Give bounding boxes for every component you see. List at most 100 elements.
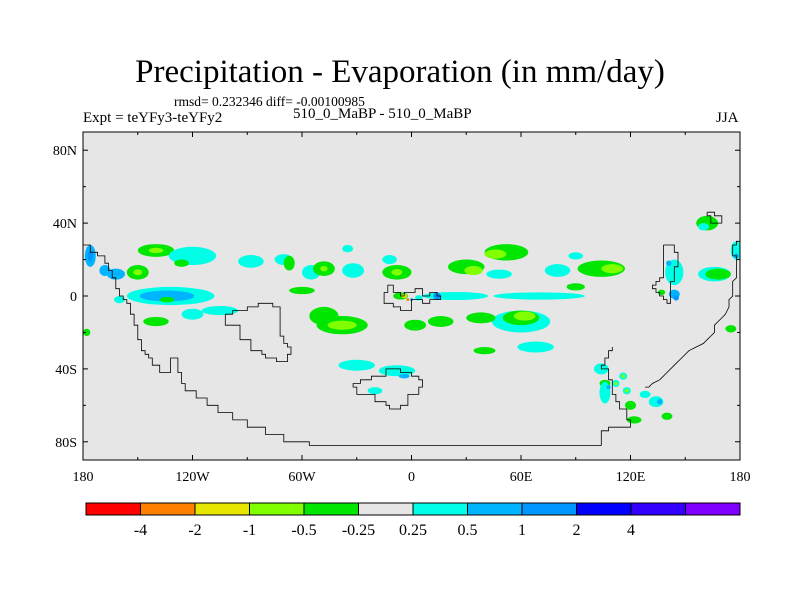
anomaly-region: [625, 400, 636, 410]
y-axis: 80N 40N 0 40S 80S: [53, 144, 740, 451]
anomaly-region: [625, 388, 629, 393]
anomaly-region: [705, 268, 731, 280]
anomaly-region: [181, 308, 204, 320]
anomaly-region: [464, 265, 483, 276]
coastline: [352, 368, 423, 410]
colorbar-swatch: [412, 502, 468, 516]
y-tick-label: 0: [70, 290, 77, 305]
anomaly-region: [427, 316, 454, 327]
colorbar-swatch: [85, 502, 141, 516]
colorbar-label: 0.5: [458, 522, 478, 539]
anomaly-region: [666, 260, 672, 266]
anomaly-region: [568, 252, 584, 260]
colorbar-swatch: [358, 502, 414, 516]
x-tick-label: 60W: [288, 470, 316, 485]
anomaly-region: [473, 347, 496, 355]
anomaly-region: [201, 306, 239, 316]
colorbar-label: 0.25: [399, 522, 427, 539]
colorbar-label: 1: [518, 522, 526, 539]
anomaly-region: [484, 249, 507, 259]
anomaly-field: [83, 215, 740, 424]
anomaly-region: [289, 286, 315, 295]
colorbar-label: -1: [243, 522, 256, 539]
anomaly-region: [404, 319, 427, 331]
anomaly-region: [342, 244, 354, 253]
colorbar-swatch: [140, 502, 196, 516]
coastline: [645, 240, 740, 388]
anomaly-region: [148, 247, 164, 254]
x-tick-label: 120E: [616, 470, 646, 485]
anomaly-region: [493, 292, 585, 300]
experiment-label: Expt = teYFy3-teYFy2: [83, 110, 223, 126]
x-tick-label: 60E: [510, 470, 533, 485]
anomaly-region: [661, 412, 673, 420]
anomaly-region: [342, 263, 365, 278]
x-axis: 180 120W 60W 0 60E 120E 180: [73, 132, 751, 485]
anomaly-region: [283, 255, 295, 271]
colorbar-label: 2: [573, 522, 581, 539]
anomaly-region: [114, 296, 125, 304]
anomaly-region: [391, 269, 403, 276]
anomaly-region: [614, 381, 618, 386]
anomaly-region: [621, 374, 626, 378]
coastline: [652, 244, 679, 304]
x-tick-label: 180: [730, 470, 751, 485]
anomaly-region: [466, 312, 496, 324]
anomaly-region: [338, 359, 375, 371]
anomaly-region: [415, 295, 423, 301]
y-tick-label: 80S: [55, 436, 77, 451]
anomaly-region: [601, 264, 624, 274]
colorbar-label: -4: [134, 522, 147, 539]
anomaly-region: [378, 365, 416, 377]
anomaly-region: [320, 265, 328, 272]
y-tick-label: 40N: [53, 217, 77, 232]
anomaly-region: [174, 259, 189, 267]
x-tick-label: 120W: [175, 470, 210, 485]
y-tick-label: 80N: [53, 144, 77, 159]
anomaly-region: [656, 398, 663, 405]
anomaly-region: [139, 290, 195, 302]
rmsd-diff-stats: rmsd= 0.232346 diff= -0.00100985: [174, 94, 365, 109]
anomaly-region: [566, 283, 585, 291]
anomaly-region: [159, 296, 175, 303]
coastline: [706, 211, 723, 224]
x-tick-label: 180: [73, 470, 94, 485]
anomaly-region: [382, 254, 397, 265]
case-label: 510_0_MaBP - 510_0_MaBP: [293, 106, 472, 122]
anomaly-region: [133, 269, 143, 276]
colorbar-swatch: [467, 502, 523, 516]
y-tick-label: 40S: [55, 363, 77, 378]
anomaly-region: [83, 328, 91, 337]
season-label: JJA: [716, 110, 739, 126]
anomaly-region: [639, 390, 651, 399]
anomaly-region: [422, 291, 489, 301]
chart-title: Precipitation - Evaporation (in mm/day): [135, 54, 665, 90]
colorbar-swatch: [630, 502, 686, 516]
colorbar-swatch: [521, 502, 577, 516]
colorbar-swatch: [576, 502, 632, 516]
anomaly-region: [367, 387, 383, 395]
anomaly-region: [238, 255, 264, 268]
colorbar-swatch: [249, 502, 305, 516]
anomaly-region: [327, 320, 357, 330]
colorbar-label: -0.5: [291, 522, 316, 539]
colorbar: -4 -2 -1 -0.5 -0.25 0.25 0.5 1 2 4: [85, 502, 741, 539]
colorbar-swatch: [194, 502, 250, 516]
anomaly-region: [398, 373, 410, 379]
anomaly-region: [87, 250, 94, 262]
coastline: [383, 284, 442, 312]
colorbar-label: 4: [627, 522, 635, 539]
colorbar-swatch: [303, 502, 359, 516]
coastline: [83, 244, 631, 446]
anomaly-region: [725, 325, 737, 333]
colorbar-swatch: [685, 502, 741, 516]
x-tick-label: 0: [408, 470, 415, 485]
anomaly-region: [606, 384, 611, 390]
colorbar-label: -0.25: [342, 522, 375, 539]
anomaly-region: [673, 295, 679, 301]
colorbar-label: -2: [188, 522, 201, 539]
anomaly-region: [486, 269, 512, 279]
anomaly-region: [143, 316, 169, 327]
anomaly-region: [599, 381, 611, 404]
anomaly-region: [517, 341, 554, 353]
